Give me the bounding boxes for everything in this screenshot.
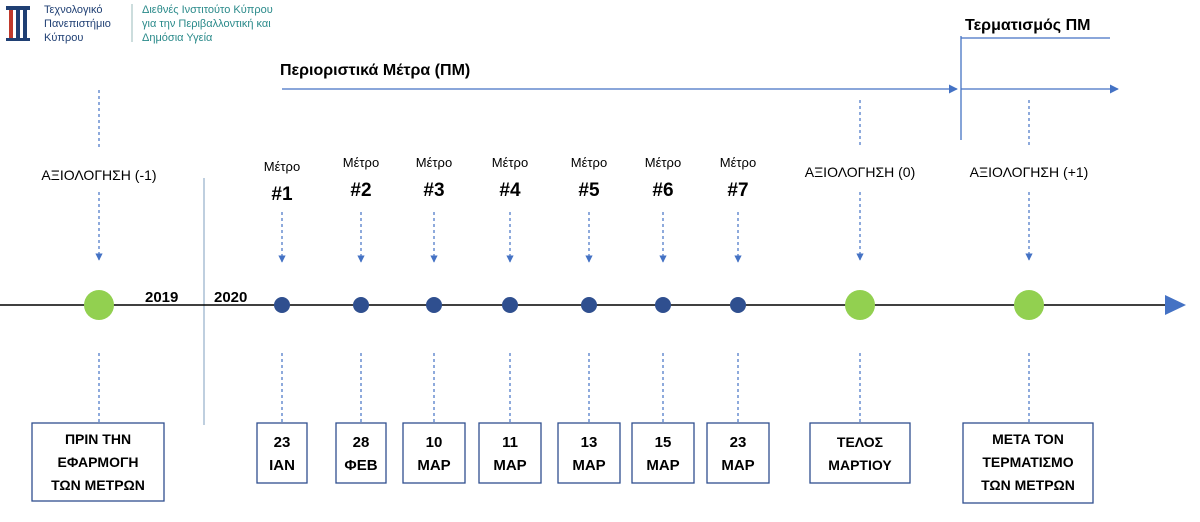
evaluation-box [31,422,165,502]
evaluation-label: ΑΞΙΟΛΟΓΗΣΗ (-1) [41,167,156,183]
evaluation-label: ΑΞΙΟΛΟΓΗΣΗ (+1) [970,164,1089,180]
tut-logo-icon [6,6,30,41]
measure-date-line: ΜΑΡ [493,457,526,474]
evaluation-box [809,422,911,484]
evaluation-box-line: ΤΕΛΟΣ [837,434,883,450]
measure-2: Μέτρο #2 28 ΦΕΒ [335,155,387,484]
measure-date-line: ΜΑΡ [646,457,679,474]
measure-1: Μέτρο #1 23 ΙΑΝ [256,159,308,484]
tut-name-line-1: Τεχνολογικό [44,4,102,16]
evaluation-3: ΑΞΙΟΛΟΓΗΣΗ (+1) ΜΕΤΑ ΤΟΝ ΤΕΡΜΑΤΙΣΜΟ ΤΩΝ ΜΕΤ… [962,100,1094,504]
measure-date-line: 23 [274,434,291,451]
measure-label: Μέτρο [343,155,379,170]
evaluation-label: ΑΞΙΟΛΟΓΗΣΗ (0) [805,164,916,180]
measure-date-box [631,422,695,484]
measure-number: #2 [350,180,371,201]
measure-dot [655,297,671,313]
measure-dot [581,297,597,313]
institute-name-line-3: Δημόσια Υγεία [142,32,213,44]
evaluation-box-line: ΠΡΙΝ ΤΗΝ [65,431,131,447]
measure-date-line: ΜΑΡ [572,457,605,474]
institute-name-line-1: Διεθνές Ινστιτούτο Κύπρου [142,4,273,16]
measure-date-line: 28 [353,434,370,451]
evaluations-layer: ΑΞΙΟΛΟΓΗΣΗ (-1) ΠΡΙΝ ΤΗΝ ΕΦΑΡΜΟΓΗ ΤΩΝ ΜΕΤΡΩ… [31,90,1094,504]
measure-date-line: 11 [502,434,518,451]
measure-date-line: 23 [730,434,747,451]
measure-dot [426,297,442,313]
logo: Τεχνολογικό Πανεπιστήμιο Κύπρου Διεθνές … [6,4,273,44]
institute-name-line-2: για την Περιβαλλοντική και [142,18,271,30]
measure-5: Μέτρο #5 13 ΜΑΡ [557,155,621,484]
measure-date-box [256,422,308,484]
year-2020-label: 2020 [214,289,247,306]
evaluation-box-line: ΤΩΝ ΜΕΤΡΩΝ [981,477,1075,493]
measure-number: #4 [499,180,521,201]
measure-date-box [557,422,621,484]
evaluation-dot [1014,290,1044,320]
evaluation-box-line: ΕΦΑΡΜΟΓΗ [58,454,139,470]
measure-date-box [478,422,542,484]
measure-date-line: ΙΑΝ [269,457,295,474]
measure-dot [353,297,369,313]
evaluation-dot [84,290,114,320]
measure-label: Μέτρο [645,155,681,170]
measure-4: Μέτρο #4 11 ΜΑΡ [478,155,542,484]
measure-date-line: 15 [655,434,672,451]
measure-label: Μέτρο [492,155,528,170]
evaluation-box-line: ΤΩΝ ΜΕΤΡΩΝ [51,477,145,493]
tut-name-line-3: Κύπρου [44,32,83,44]
measure-label: Μέτρο [416,155,452,170]
year-2019-label: 2019 [145,289,178,306]
evaluation-dot [845,290,875,320]
measure-dot [502,297,518,313]
measure-date-line: ΜΑΡ [417,457,450,474]
measure-label: Μέτρο [571,155,607,170]
measure-date-box [706,422,770,484]
measure-3: Μέτρο #3 10 ΜΑΡ [402,155,466,484]
measure-number: #7 [727,180,748,201]
measure-number: #5 [578,180,600,201]
evaluation-box-line: ΜΕΤΑ ΤΟΝ [992,431,1064,447]
measure-date-line: ΦΕΒ [344,457,377,474]
measure-6: Μέτρο #6 15 ΜΑΡ [631,155,695,484]
tut-name-line-2: Πανεπιστήμιο [44,18,111,30]
measure-date-line: 10 [426,434,443,451]
evaluation-1: ΑΞΙΟΛΟΓΗΣΗ (-1) ΠΡΙΝ ΤΗΝ ΕΦΑΡΜΟΓΗ ΤΩΝ ΜΕΤΡΩ… [31,90,165,502]
evaluation-2: ΑΞΙΟΛΟΓΗΣΗ (0) ΤΕΛΟΣ ΜΑΡΤΙΟΥ [805,100,916,484]
measure-dot [730,297,746,313]
measure-date-line: 13 [581,434,598,451]
measure-number: #6 [652,180,673,201]
measure-7: Μέτρο #7 23 ΜΑΡ [706,155,770,484]
measure-label: Μέτρο [720,155,756,170]
evaluation-box-line: ΜΑΡΤΙΟΥ [828,457,892,473]
measures-header: Περιοριστικά Μέτρα (ΠΜ) [280,62,470,79]
measure-number: #1 [271,184,293,205]
termination-header: Τερματισμός ΠΜ [965,17,1090,34]
timeline-arrowhead [1165,295,1186,315]
measure-date-line: ΜΑΡ [721,457,754,474]
measure-date-box [402,422,466,484]
measures-layer: Μέτρο#123ΙΑΝΜέτρο#228ΦΕΒΜέτρο#310ΜΑΡΜέτρ… [256,155,770,484]
measure-date-box [335,422,387,484]
evaluation-box [962,422,1094,504]
measure-number: #3 [423,180,444,201]
measure-dot [274,297,290,313]
evaluation-box-line: ΤΕΡΜΑΤΙΣΜΟ [982,454,1073,470]
measure-label: Μέτρο [264,159,300,174]
